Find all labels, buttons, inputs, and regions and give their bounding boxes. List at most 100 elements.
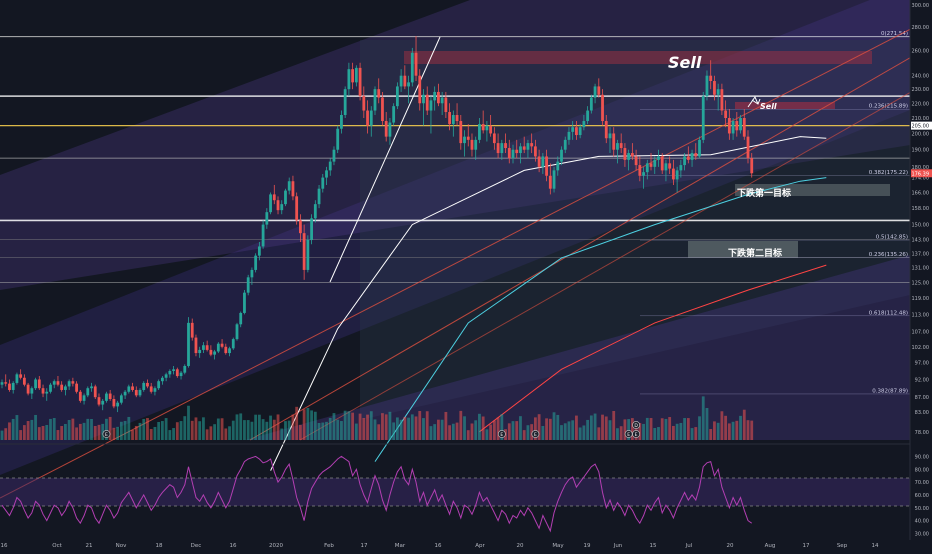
- candle-body: [56, 381, 60, 385]
- candle-body: [466, 136, 470, 140]
- volume-bar: [746, 420, 750, 440]
- candle-body: [146, 382, 149, 387]
- grey-zone: [360, 40, 910, 420]
- price-tick-label: 158.00: [912, 206, 930, 212]
- volume-bar: [716, 422, 720, 440]
- volume-bar: [67, 420, 71, 440]
- candle-body: [86, 388, 90, 396]
- candle-body: [690, 153, 694, 160]
- volume-bar: [78, 423, 82, 440]
- candle-body: [724, 110, 728, 118]
- candle-body: [116, 402, 120, 407]
- volume-bar: [179, 421, 183, 440]
- volume-bar: [679, 422, 683, 440]
- candle-body: [373, 89, 377, 111]
- volume-bar: [187, 405, 190, 440]
- candle-body: [399, 75, 403, 87]
- candle-body: [119, 395, 123, 403]
- event-marker: [632, 421, 640, 429]
- rsi-tick-label: 60.00: [915, 493, 929, 499]
- volume-bar: [392, 422, 396, 440]
- candle-body: [0, 382, 4, 385]
- volume-bar: [552, 412, 556, 440]
- candle-body: [601, 94, 604, 122]
- candle-body: [93, 386, 97, 398]
- candle-body: [287, 181, 291, 191]
- candle-body: [105, 393, 108, 401]
- resistance-zone: [404, 51, 872, 64]
- price-tick-label: 230.00: [912, 87, 930, 93]
- price-tick-label: 83.00: [915, 410, 929, 416]
- volume-bar: [470, 423, 474, 440]
- rsi-tick-label: 40.00: [915, 519, 929, 525]
- price-tick-label: 131.00: [912, 266, 930, 272]
- time-tick-label: May: [552, 543, 564, 549]
- candle-body: [448, 112, 451, 125]
- candle-body: [463, 136, 466, 144]
- volume-bar: [727, 423, 731, 440]
- volume-bar: [272, 419, 276, 440]
- candle-body: [362, 96, 366, 111]
- candle-body: [668, 163, 672, 169]
- volume-bar: [351, 412, 355, 440]
- candle-body: [403, 75, 407, 87]
- volume-bar: [548, 418, 552, 440]
- time-tick-label: Jun: [613, 543, 623, 549]
- candle-body: [49, 384, 52, 392]
- volume-bar: [362, 418, 366, 440]
- candle-body: [34, 379, 37, 389]
- candle-body: [407, 82, 410, 87]
- price-tick-label: 92.00: [915, 377, 929, 383]
- candle-body: [209, 349, 213, 355]
- candle-body: [134, 389, 138, 396]
- candle-body: [657, 156, 660, 160]
- volume-bar: [720, 411, 724, 440]
- volume-bar: [291, 414, 295, 440]
- rsi-axis: 90.00 80.00 70.00 60.00 50.00 40.00 30.00: [915, 454, 929, 537]
- rsi-tick-label: 80.00: [915, 467, 929, 473]
- candle-body: [735, 121, 739, 131]
- event-marker: [632, 430, 640, 438]
- volume-bar: [257, 414, 261, 440]
- volume-bar: [384, 414, 388, 440]
- volume-bar: [146, 418, 149, 440]
- volume-bar: [492, 420, 496, 440]
- volume-bar: [500, 414, 504, 440]
- volume-bar: [455, 422, 459, 440]
- candle-body: [571, 127, 575, 132]
- candle-body: [642, 172, 645, 176]
- volume-bar: [209, 426, 213, 440]
- volume-bar: [742, 409, 746, 440]
- candle-body: [265, 212, 269, 225]
- candle-body: [425, 94, 429, 111]
- time-tick-label: 2020: [269, 543, 283, 549]
- volume-bar: [451, 423, 455, 440]
- volume-bar: [8, 422, 11, 440]
- volume-bar: [160, 421, 164, 440]
- candle-body: [541, 156, 545, 167]
- volume-bar: [287, 420, 291, 440]
- candle-body: [630, 153, 634, 157]
- price-tick-label: 143.00: [912, 238, 930, 244]
- volume-bar: [414, 416, 418, 440]
- candle-body: [672, 168, 675, 180]
- volume-bar: [675, 423, 679, 440]
- candle-body: [746, 136, 750, 159]
- volume-bar: [642, 423, 645, 440]
- volume-bar: [123, 420, 127, 440]
- candle-body: [418, 75, 422, 104]
- volume-bar: [306, 408, 310, 440]
- volume-bar: [332, 413, 336, 440]
- volume-bar: [485, 429, 489, 440]
- time-axis: 16 Oct 21 Nov 18 Dec 16 2020 Feb 17 Mar 16 Apr 20 May 1…: [1, 543, 879, 549]
- volume-bar: [653, 428, 657, 440]
- candle-body: [198, 349, 202, 354]
- candle-body: [11, 382, 15, 390]
- candle-body: [474, 139, 478, 150]
- candle-body: [19, 374, 23, 378]
- price-tick-label: 190.00: [912, 148, 930, 154]
- current-price-label: 176.39: [912, 171, 930, 177]
- time-tick-label: Nov: [116, 543, 127, 549]
